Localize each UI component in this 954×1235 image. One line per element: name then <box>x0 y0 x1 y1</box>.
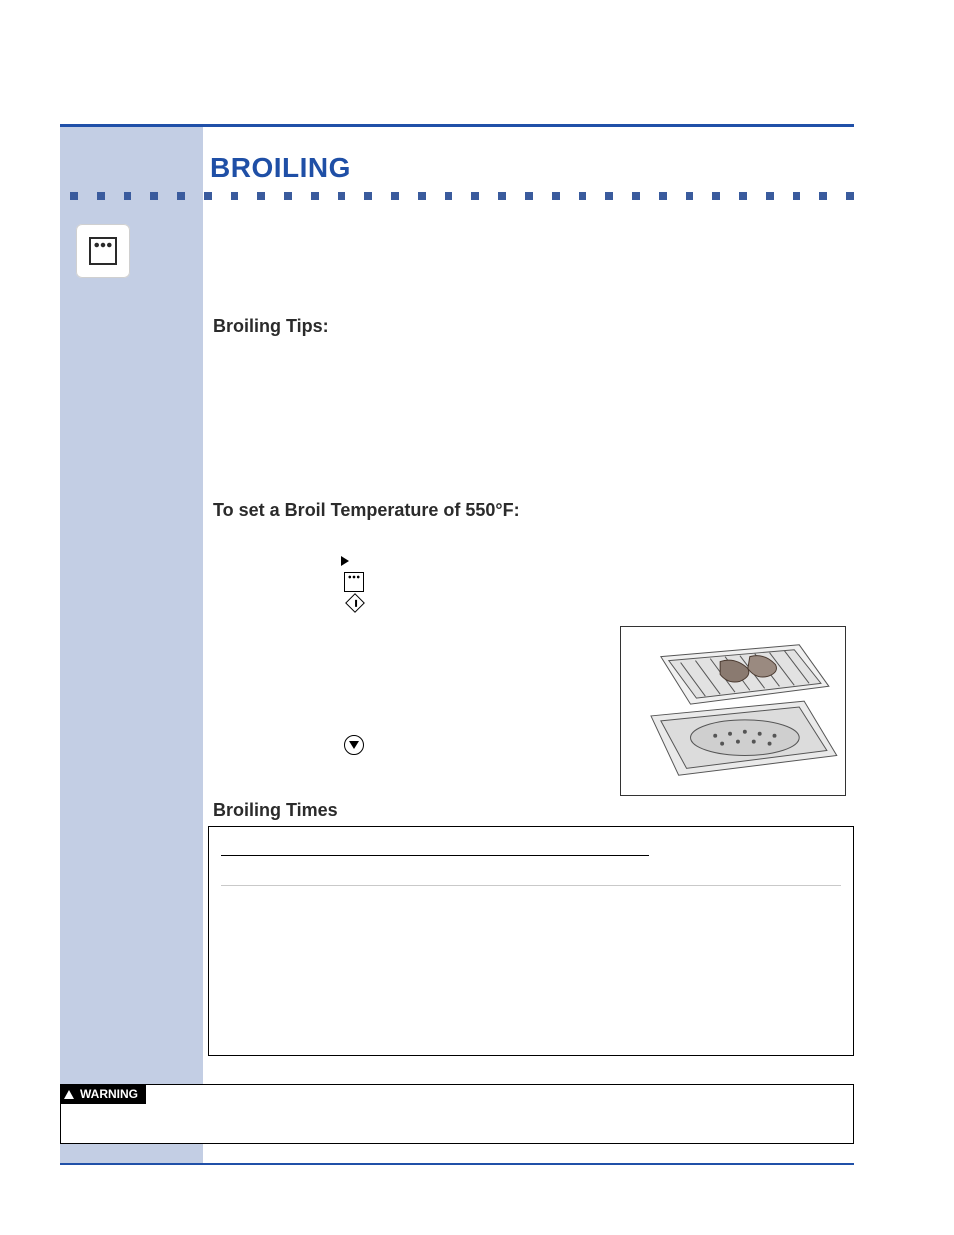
decorative-square-row <box>70 192 854 200</box>
broiling-times-heading: Broiling Times <box>213 800 338 821</box>
broiling-pan-illustration <box>620 626 846 796</box>
warning-badge: WARNING <box>60 1084 146 1104</box>
stop-clear-button-icon <box>344 735 364 755</box>
broiling-tips-heading: Broiling Tips: <box>213 316 329 337</box>
broil-button-icon <box>344 572 364 592</box>
broil-mode-icon-tile <box>76 224 130 278</box>
document-page: BROILING Broiling Tips: To set a Broil T… <box>0 0 954 1235</box>
warning-callout-box: WARNING <box>60 1084 854 1144</box>
page-title: BROILING <box>210 152 351 184</box>
broil-element-icon <box>89 237 117 265</box>
left-sidebar-band <box>60 127 203 1165</box>
warning-label-text: WARNING <box>80 1087 138 1101</box>
start-button-icon <box>345 593 365 613</box>
table-header-rule <box>221 855 649 856</box>
set-broil-temp-heading: To set a Broil Temperature of 550°F: <box>213 500 520 521</box>
broiling-times-table-frame <box>208 826 854 1056</box>
broil-pan-svg <box>621 627 845 795</box>
step-arrow-icon <box>341 556 349 566</box>
bottom-horizontal-rule <box>60 1163 854 1165</box>
table-subheader-rule <box>221 885 841 886</box>
